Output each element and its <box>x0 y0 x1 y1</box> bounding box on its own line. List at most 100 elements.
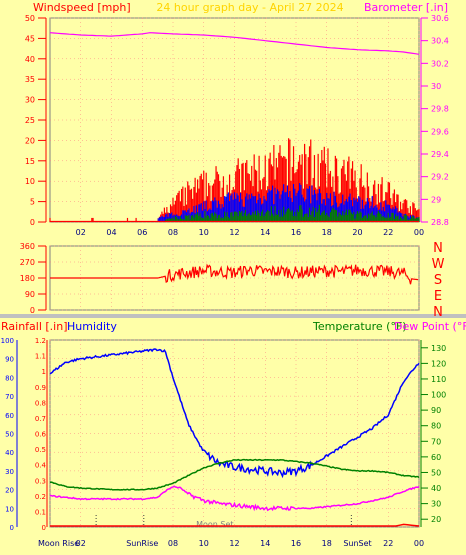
barometer-line <box>49 32 420 55</box>
wind-x-tick-label: 16 <box>291 228 301 237</box>
rainfall-tick-label: 0.5 <box>35 446 46 454</box>
barometer-axis-title: Barometer [.in] <box>364 1 448 14</box>
compass-label: N <box>433 241 443 256</box>
rainfall-tick-label: 0.2 <box>35 493 46 501</box>
compass-label: N <box>433 305 443 320</box>
wind-x-tick-label: 06 <box>137 228 147 237</box>
compass-label: W <box>432 257 445 272</box>
rainfall-tick-label: 0.3 <box>35 477 46 485</box>
humidity-tick-label: 70 <box>5 393 14 401</box>
temperature-axis-title: Temperature (°F) <box>312 320 407 333</box>
hum-x-tick-label: 00 <box>414 539 424 548</box>
hum-x-tick-label: 08 <box>168 539 178 548</box>
windspeed-tick-label: 0 <box>30 218 35 227</box>
moon-set-label: Moon Set <box>196 520 233 529</box>
windspeed-tick-label: 35 <box>25 75 35 84</box>
barometer-tick-label: 29 <box>431 195 441 204</box>
hum-x-tick-label: SunSet <box>343 539 371 548</box>
temperature-tick-label: 80 <box>431 422 441 431</box>
hum-x-tick-label: SunRise <box>126 539 158 548</box>
temperature-tick-label: 100 <box>431 391 446 400</box>
hum-x-tick-label: 12 <box>229 539 239 548</box>
rainfall-tick-label: 0.4 <box>35 462 47 470</box>
hum-x-tick-label: 10 <box>199 539 209 548</box>
windspeed-tick-label: 5 <box>30 198 35 207</box>
humidity-tick-label: 0 <box>10 524 14 532</box>
temperature-tick-label: 50 <box>431 468 441 477</box>
barometer-tick-label: 30.6 <box>431 14 449 23</box>
temperature-line <box>49 458 420 491</box>
temperature-tick-label: 70 <box>431 437 441 446</box>
plots-layer: 0510152025303540455028.82929.229.429.629… <box>1 14 449 548</box>
windspeed-tick-label: 45 <box>25 34 35 43</box>
wind-x-tick-label: 18 <box>322 228 332 237</box>
temperature-tick-label: 90 <box>431 406 441 415</box>
wind-x-tick-label: 00 <box>414 228 424 237</box>
barometer-tick-label: 30.4 <box>431 37 449 46</box>
rainfall-line <box>50 523 420 527</box>
humidity-line <box>49 348 420 479</box>
humidity-tick-label: 80 <box>5 374 14 382</box>
rainfall-tick-label: 1.2 <box>35 337 46 345</box>
hum-x-tick-label: 16 <box>291 539 301 548</box>
compass-label: S <box>434 273 442 288</box>
wind-x-tick-label: 08 <box>168 228 178 237</box>
graph-title: 24 hour graph day - April 27 2024 <box>156 1 343 14</box>
rainfall-axis-title: Rainfall [.in] <box>1 320 68 333</box>
rainfall-tick-label: 0.1 <box>35 508 46 516</box>
temperature-tick-label: 120 <box>431 359 446 368</box>
humidity-tick-label: 100 <box>1 337 14 345</box>
windspeed-tick-label: 25 <box>25 116 35 125</box>
temperature-tick-label: 110 <box>431 375 446 384</box>
barometer-tick-label: 29.2 <box>431 173 449 182</box>
direction-tick-label: 0 <box>30 306 35 315</box>
windspeed-tick-label: 40 <box>25 55 35 64</box>
hum-x-tick-label: Moon Rise <box>38 539 79 548</box>
dewpoint-axis-title: Dew Point (°F) <box>394 320 466 333</box>
humidity-tick-label: 90 <box>5 356 14 364</box>
temperature-tick-label: 20 <box>431 515 441 524</box>
hum-x-tick-label: 02 <box>76 539 86 548</box>
rainfall-tick-label: 1 <box>42 368 46 376</box>
direction-tick-label: 270 <box>20 258 35 267</box>
direction-panel <box>0 240 466 314</box>
windspeed-tick-label: 30 <box>25 96 35 105</box>
humidity-tick-label: 50 <box>5 431 14 439</box>
hum-x-tick-label: 18 <box>322 539 332 548</box>
humidity-tick-label: 40 <box>5 449 14 457</box>
wind-direction-line <box>50 263 419 285</box>
wind-x-tick-label: 20 <box>352 228 362 237</box>
wind-x-tick-label: 10 <box>199 228 209 237</box>
wind-x-tick-label: 12 <box>229 228 239 237</box>
windspeed-tick-label: 20 <box>25 136 35 145</box>
direction-tick-label: 360 <box>20 242 35 251</box>
wind-x-tick-label: 04 <box>106 228 116 237</box>
windspeed-tick-label: 50 <box>25 14 35 23</box>
dewpoint-line <box>49 485 420 512</box>
barometer-tick-label: 28.8 <box>431 218 449 227</box>
rainfall-tick-label: 0.8 <box>35 399 46 407</box>
humidity-tick-label: 20 <box>5 487 14 495</box>
barometer-tick-label: 29.8 <box>431 105 449 114</box>
rainfall-tick-label: 0.6 <box>35 431 47 439</box>
windspeed-tick-label: 10 <box>25 177 35 186</box>
wind-x-tick-label: 22 <box>383 228 393 237</box>
humidity-tick-label: 10 <box>5 505 14 513</box>
temperature-tick-label: 30 <box>431 500 441 509</box>
windspeed-axis-title: Windspeed [mph] <box>33 1 131 14</box>
barometer-tick-label: 29.4 <box>431 150 449 159</box>
barometer-tick-label: 29.6 <box>431 127 449 136</box>
humidity-tick-label: 30 <box>5 468 14 476</box>
wind-x-tick-label: 02 <box>76 228 86 237</box>
hum-x-tick-label: 22 <box>383 539 393 548</box>
humidity-tick-label: 60 <box>5 412 14 420</box>
temperature-tick-label: 130 <box>431 344 446 353</box>
wind-x-tick-label: 14 <box>260 228 270 237</box>
direction-tick-label: 90 <box>25 290 35 299</box>
hum-x-tick-label: 14 <box>260 539 270 548</box>
humidity-axis-title: Humidity <box>67 320 117 333</box>
compass-label: E <box>434 289 442 304</box>
barometer-tick-label: 30 <box>431 82 441 91</box>
temperature-tick-label: 60 <box>431 453 441 462</box>
